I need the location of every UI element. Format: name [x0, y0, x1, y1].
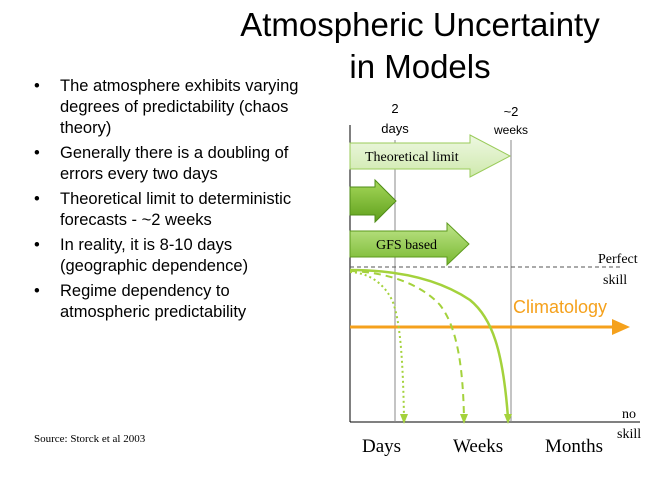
bullet-item: The atmosphere exhibits varying degrees … — [30, 76, 320, 139]
label-2-days-line1: 2 — [391, 101, 398, 116]
theoretical-limit-arrow — [349, 134, 512, 178]
solid-curve-arrowhead — [504, 414, 512, 424]
x-label-months: Months — [545, 436, 603, 457]
dashed-curve-arrowhead — [460, 414, 468, 424]
slide-title-line2: in Models — [349, 48, 491, 85]
perfect-skill-label-line2: skill — [603, 273, 627, 288]
climatology-label: Climatology — [513, 297, 607, 317]
no-skill-label-line1: no — [622, 407, 636, 422]
no-skill-label-line2: skill — [617, 427, 641, 442]
bullet-item: In reality, it is 8-10 days (geographic … — [30, 235, 320, 277]
label-2-days-line2: days — [381, 121, 409, 136]
bullet-item: Generally there is a doubling of errors … — [30, 143, 320, 185]
bullet-item: Theoretical limit to deterministic forec… — [30, 189, 320, 231]
climatology-arrowhead — [612, 319, 630, 335]
perfect-skill-label-line1: Perfect — [598, 252, 638, 267]
x-label-days: Days — [362, 436, 401, 457]
solid-skill-curve — [349, 268, 510, 419]
gfs-based-arrow — [349, 221, 470, 267]
bullet-item: Regime dependency to atmospheric predict… — [30, 281, 320, 323]
label-2-weeks-line2: weeks — [493, 123, 528, 137]
theoretical-limit-label: Theoretical limit — [365, 150, 459, 165]
slide-title: Atmospheric Uncertainty in Models — [205, 4, 635, 88]
x-label-weeks: Weeks — [453, 436, 503, 457]
dotted-skill-curve — [349, 271, 405, 419]
gfs-based-label: GFS based — [376, 238, 437, 253]
label-2-weeks-line1: ~2 — [504, 104, 519, 119]
source-citation: Source: Storck et al 2003 — [34, 433, 146, 445]
dashed-skill-curve — [349, 270, 465, 419]
dotted-curve-arrowhead — [400, 414, 408, 424]
slide-title-line1: Atmospheric Uncertainty — [240, 6, 600, 43]
two-day-arrow — [349, 178, 397, 224]
bullet-list: The atmosphere exhibits varying degrees … — [30, 76, 320, 327]
